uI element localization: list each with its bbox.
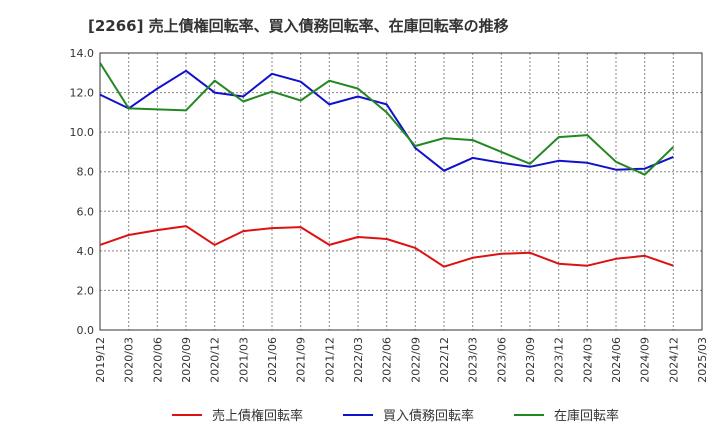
x-tick-label: 2024/12 — [667, 337, 680, 383]
x-tick-label: 2020/06 — [151, 337, 164, 383]
y-tick-label: 8.0 — [77, 166, 95, 179]
x-tick-label: 2024/03 — [581, 337, 594, 383]
y-tick-label: 10.0 — [70, 126, 95, 139]
series-lines — [99, 62, 674, 268]
legend: 売上債権回転率 買入債務回転率 在庫回転率 — [172, 408, 619, 424]
y-tick-label: 2.0 — [77, 284, 95, 297]
x-tick-label: 2024/06 — [610, 337, 623, 383]
series-line-3 — [99, 62, 674, 176]
x-tick-label: 2021/12 — [323, 337, 336, 383]
x-tick-label: 2021/03 — [237, 337, 250, 383]
y-tick-label: 14.0 — [70, 47, 95, 60]
y-tick-label: 0.0 — [77, 324, 95, 337]
y-tick-label: 12.0 — [70, 87, 95, 100]
x-tick-label: 2020/09 — [180, 337, 193, 383]
x-tick-label: 2021/06 — [266, 337, 279, 383]
grid-lines — [100, 53, 702, 330]
x-tick-label: 2019/12 — [94, 337, 107, 383]
x-tick-label: 2022/09 — [409, 337, 422, 383]
y-tick-label: 6.0 — [77, 205, 95, 218]
x-axis: 2019/12 2020/03 2020/06 2020/09 2020/12 2021/… — [94, 337, 709, 383]
legend-label-1: 売上債権回転率 — [212, 408, 303, 424]
x-tick-label: 2022/03 — [352, 337, 365, 383]
x-tick-label: 2022/12 — [438, 337, 451, 383]
x-tick-label: 2022/06 — [381, 337, 394, 383]
x-tick-label: 2025/03 — [696, 337, 709, 383]
series-line-2 — [99, 69, 674, 172]
chart-title: [2266] 売上債権回転率、買入債務回転率、在庫回転率の推移 — [88, 17, 509, 35]
y-axis: 0.0 2.0 4.0 6.0 8.0 10.0 12.0 14.0 — [70, 47, 95, 337]
x-tick-label: 2023/06 — [495, 337, 508, 383]
x-tick-label: 2023/03 — [467, 337, 480, 383]
x-tick-label: 2020/03 — [123, 337, 136, 383]
series-line-1 — [99, 225, 674, 268]
x-tick-label: 2023/12 — [553, 337, 566, 383]
x-tick-label: 2024/09 — [639, 337, 652, 383]
x-tick-label: 2020/12 — [209, 337, 222, 383]
plot-area — [99, 52, 703, 331]
x-tick-label: 2021/09 — [295, 337, 308, 383]
legend-label-2: 買入債務回転率 — [383, 408, 474, 424]
legend-label-3: 在庫回転率 — [554, 408, 619, 424]
x-tick-label: 2023/09 — [524, 337, 537, 383]
y-tick-label: 4.0 — [77, 245, 95, 258]
